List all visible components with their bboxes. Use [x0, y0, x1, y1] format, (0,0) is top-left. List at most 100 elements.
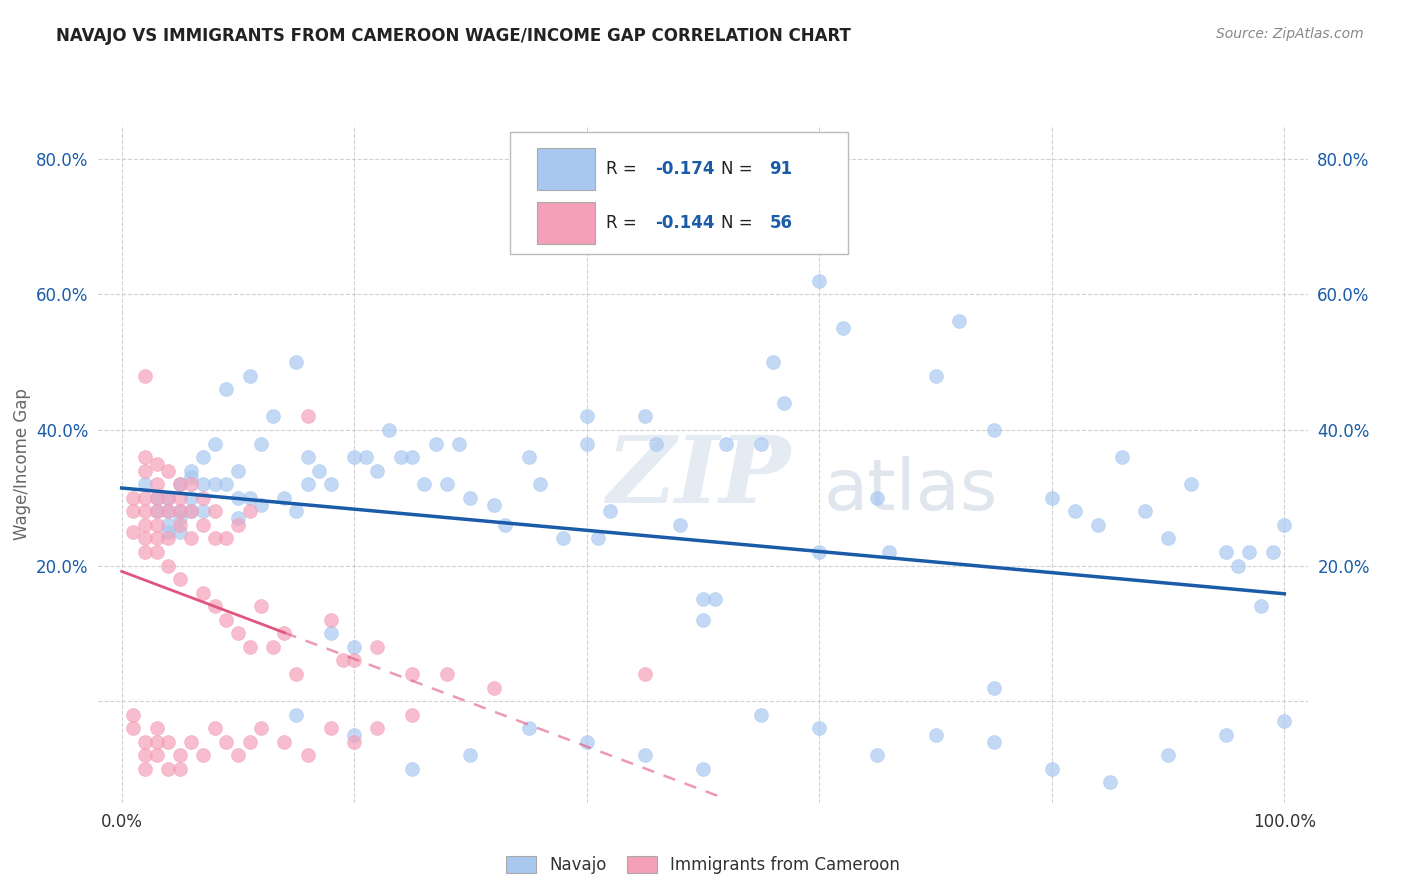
Point	[924, 368, 946, 383]
Point	[122, 721, 145, 735]
Point	[204, 532, 226, 546]
Point	[191, 748, 214, 763]
Point	[134, 517, 156, 532]
Point	[599, 504, 621, 518]
Point	[297, 409, 319, 424]
Text: 91: 91	[769, 160, 793, 178]
FancyBboxPatch shape	[537, 148, 595, 190]
Point	[1098, 775, 1121, 789]
Point	[1111, 450, 1133, 464]
Point	[1250, 599, 1272, 614]
Point	[169, 477, 191, 491]
Point	[134, 735, 156, 749]
Point	[692, 613, 714, 627]
Point	[273, 491, 295, 505]
Point	[401, 762, 423, 776]
Point	[215, 735, 238, 749]
Point	[1157, 532, 1180, 546]
Point	[401, 450, 423, 464]
Point	[1261, 545, 1284, 559]
Point	[716, 436, 738, 450]
Point	[169, 491, 191, 505]
Point	[354, 450, 377, 464]
Point	[134, 491, 156, 505]
Point	[204, 599, 226, 614]
Point	[169, 504, 191, 518]
Text: R =: R =	[606, 160, 643, 178]
Point	[319, 626, 342, 640]
Point	[319, 613, 342, 627]
Point	[191, 517, 214, 532]
Point	[204, 477, 226, 491]
Point	[180, 464, 202, 478]
Point	[239, 491, 262, 505]
Point	[250, 599, 273, 614]
Point	[191, 504, 214, 518]
Point	[866, 748, 889, 763]
Point	[262, 640, 284, 654]
Point	[157, 504, 180, 518]
Point	[808, 545, 831, 559]
Point	[634, 748, 657, 763]
Point	[180, 504, 202, 518]
Point	[145, 457, 167, 471]
Point	[319, 477, 342, 491]
Point	[1064, 504, 1087, 518]
Point	[145, 735, 167, 749]
Point	[180, 504, 202, 518]
Point	[157, 762, 180, 776]
Point	[273, 626, 295, 640]
Point	[250, 498, 273, 512]
Point	[1040, 491, 1063, 505]
Point	[145, 477, 167, 491]
Point	[285, 504, 308, 518]
Point	[226, 517, 249, 532]
Point	[204, 436, 226, 450]
Point	[983, 735, 1005, 749]
Point	[239, 640, 262, 654]
Point	[134, 532, 156, 546]
Text: atlas: atlas	[824, 457, 998, 525]
Point	[134, 748, 156, 763]
Point	[169, 504, 191, 518]
Point	[273, 735, 295, 749]
Y-axis label: Wage/Income Gap: Wage/Income Gap	[13, 388, 31, 540]
Point	[634, 409, 657, 424]
Point	[145, 721, 167, 735]
Point	[575, 436, 598, 450]
Point	[703, 592, 725, 607]
Point	[1272, 714, 1295, 729]
Point	[226, 491, 249, 505]
Point	[1087, 517, 1109, 532]
Point	[262, 409, 284, 424]
Point	[1215, 545, 1237, 559]
Point	[924, 728, 946, 742]
Point	[145, 545, 167, 559]
Text: 56: 56	[769, 214, 793, 232]
Point	[157, 532, 180, 546]
Point	[749, 436, 772, 450]
Point	[169, 762, 191, 776]
Point	[645, 436, 668, 450]
Point	[366, 721, 388, 735]
Point	[343, 728, 366, 742]
Text: -0.144: -0.144	[655, 214, 714, 232]
Point	[157, 504, 180, 518]
Point	[250, 436, 273, 450]
Point	[226, 511, 249, 525]
Point	[134, 477, 156, 491]
Point	[482, 498, 505, 512]
Point	[169, 511, 191, 525]
Point	[145, 517, 167, 532]
Point	[169, 748, 191, 763]
Point	[157, 491, 180, 505]
Point	[517, 450, 540, 464]
Point	[157, 464, 180, 478]
Point	[180, 735, 202, 749]
Point	[983, 681, 1005, 695]
Point	[157, 517, 180, 532]
Point	[169, 524, 191, 539]
Point	[332, 653, 354, 667]
Text: N =: N =	[721, 160, 758, 178]
Point	[413, 477, 436, 491]
